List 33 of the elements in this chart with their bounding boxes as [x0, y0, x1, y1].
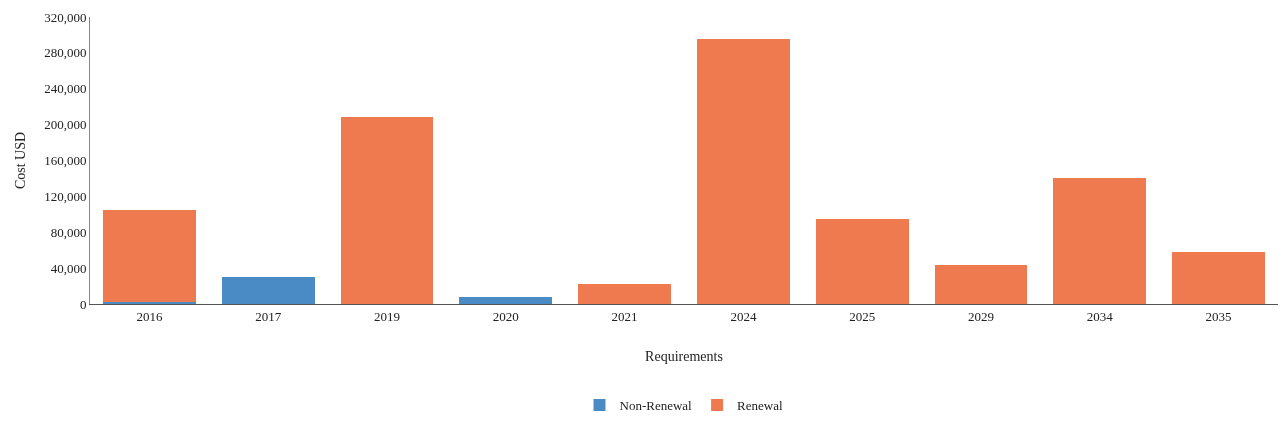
x-tick-label: 2016 — [136, 308, 163, 324]
x-tick-label: 2025 — [849, 308, 876, 324]
x-tick-label: 2017 — [255, 308, 282, 324]
y-tick-label: 320,000 — [44, 9, 87, 25]
x-tick-label: 2035 — [1205, 308, 1232, 324]
y-tick-label: 80,000 — [50, 224, 87, 240]
bar — [1172, 251, 1265, 304]
x-tick-label: 2029 — [968, 308, 994, 324]
bar — [103, 209, 196, 303]
bar — [221, 277, 315, 304]
y-tick-label: 120,000 — [44, 188, 87, 204]
bar — [934, 265, 1028, 304]
y-tick-label: 200,000 — [44, 117, 87, 133]
x-axis-title: Requirements — [645, 348, 723, 364]
bar — [1053, 177, 1147, 304]
bar — [815, 218, 909, 304]
legend-label: Non-Renewal — [619, 398, 693, 414]
x-tick-label: 2020 — [492, 308, 519, 324]
bar — [340, 116, 434, 304]
y-tick-label: 0 — [79, 296, 87, 312]
x-tick-label: 2019 — [374, 308, 400, 324]
y-axis-title: Cost USD — [12, 131, 28, 190]
x-tick-label: 2024 — [730, 308, 757, 324]
y-tick-label: 160,000 — [44, 153, 87, 169]
bar — [578, 284, 671, 304]
x-tick-label: 2034 — [1086, 308, 1114, 324]
bar — [459, 296, 553, 304]
y-tick-label: 240,000 — [44, 81, 87, 97]
legend-label: Renewal — [737, 398, 783, 414]
bar — [697, 39, 790, 304]
y-tick-label: 40,000 — [50, 260, 87, 276]
y-tick-label: 280,000 — [44, 45, 87, 61]
x-tick-label: 2021 — [611, 308, 638, 324]
